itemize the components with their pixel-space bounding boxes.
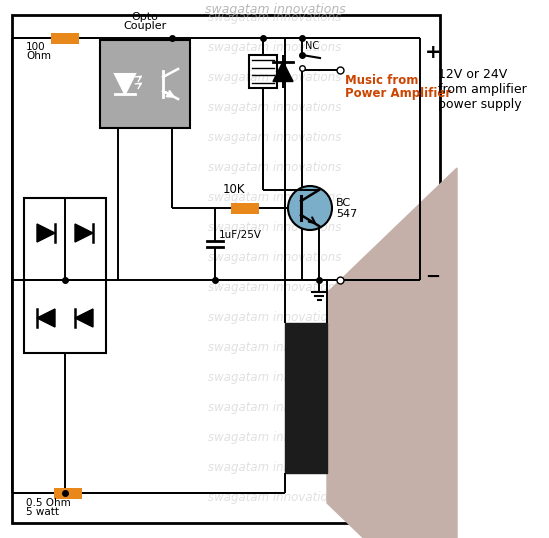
Text: 12V or 24V
from amplifier
power supply: 12V or 24V from amplifier power supply	[438, 68, 526, 111]
Text: swagatam innovations: swagatam innovations	[208, 192, 341, 204]
Text: swagatam innovations: swagatam innovations	[208, 251, 341, 265]
Text: NC: NC	[305, 41, 319, 51]
Bar	[12, 15, 440, 523]
Text: swagatam innovations: swagatam innovations	[208, 431, 341, 444]
Polygon shape	[37, 309, 55, 327]
Text: 10K: 10K	[223, 183, 245, 196]
Text: 0.5 Ohm: 0.5 Ohm	[26, 498, 71, 508]
Bar	[285, 323, 327, 473]
Text: swagatam innovations: swagatam innovations	[205, 4, 345, 17]
Bar	[24, 198, 106, 353]
Text: Opto: Opto	[132, 12, 159, 22]
Bar	[231, 202, 259, 214]
Text: swagatam innovations: swagatam innovations	[208, 401, 341, 414]
Polygon shape	[37, 224, 55, 242]
Polygon shape	[75, 309, 93, 327]
Text: swagatam innovations: swagatam innovations	[208, 11, 341, 25]
Text: swagatam innovations: swagatam innovations	[208, 462, 341, 475]
Bar	[51, 32, 79, 44]
Text: Coupler: Coupler	[124, 21, 167, 31]
Text: 1uF/25V: 1uF/25V	[219, 230, 262, 240]
Circle shape	[288, 186, 332, 230]
Polygon shape	[327, 168, 457, 538]
Text: BC: BC	[336, 198, 351, 208]
Text: swagatam innovations: swagatam innovations	[208, 492, 341, 505]
Text: swagatam innovations: swagatam innovations	[208, 161, 341, 174]
Text: swagatam innovations: swagatam innovations	[208, 102, 341, 115]
Text: swagatam innovations: swagatam innovations	[208, 222, 341, 235]
Text: swagatam innovations: swagatam innovations	[208, 372, 341, 385]
Text: swagatam innovations: swagatam innovations	[208, 72, 341, 84]
Text: Music from: Music from	[345, 74, 418, 87]
Polygon shape	[75, 224, 93, 242]
Text: swagatam innovations: swagatam innovations	[208, 312, 341, 324]
Bar	[54, 487, 82, 499]
Polygon shape	[273, 61, 293, 81]
Text: swagatam innovations: swagatam innovations	[208, 342, 341, 355]
Bar	[249, 55, 277, 88]
Text: 547: 547	[336, 209, 357, 219]
Text: Power Amplifier: Power Amplifier	[345, 87, 451, 100]
Text: +: +	[425, 43, 441, 62]
Text: swagatam innovations: swagatam innovations	[208, 41, 341, 54]
Text: 5 watt: 5 watt	[26, 507, 59, 517]
Text: 100: 100	[26, 42, 46, 52]
Bar	[100, 40, 190, 128]
Text: −: −	[425, 268, 440, 286]
Text: swagatam innovations: swagatam innovations	[208, 131, 341, 145]
Text: Ohm: Ohm	[26, 51, 51, 61]
Text: swagatam innovations: swagatam innovations	[208, 281, 341, 294]
Polygon shape	[115, 74, 135, 94]
